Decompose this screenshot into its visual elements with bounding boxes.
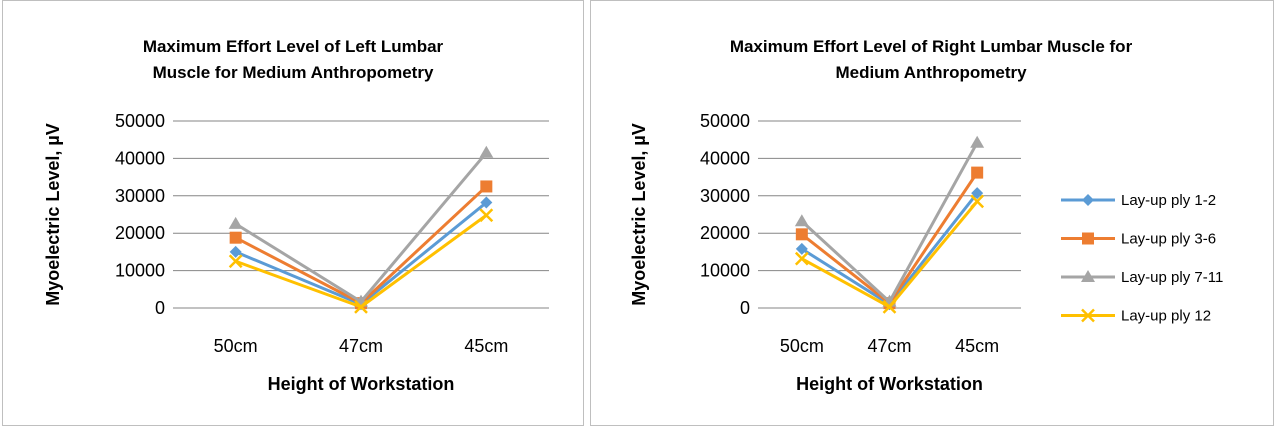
series-line bbox=[235, 201, 488, 306]
x-tick-label: 50cm bbox=[214, 336, 258, 356]
data-point bbox=[229, 231, 242, 244]
data-point bbox=[970, 135, 985, 148]
data-point bbox=[794, 214, 809, 227]
y-axis-label: Myoelectric Level, µV bbox=[629, 123, 649, 305]
data-point bbox=[882, 299, 897, 314]
right-lumbar-chart: Maximum Effort Level of Right Lumbar Mus… bbox=[629, 37, 1223, 394]
x-tick-label: 47cm bbox=[867, 336, 911, 356]
data-point bbox=[229, 245, 242, 258]
x-tick-label: 45cm bbox=[464, 336, 508, 356]
y-tick-label: 20000 bbox=[115, 223, 165, 243]
legend-label: Lay-up ply 3-6 bbox=[1121, 231, 1216, 248]
y-axis-label: Myoelectric Level, µV bbox=[43, 123, 63, 305]
data-point bbox=[354, 299, 368, 314]
y-tick-label: 30000 bbox=[115, 186, 165, 206]
y-tick-label: 50000 bbox=[115, 111, 165, 131]
series-line bbox=[800, 141, 979, 304]
chart-title-line: Maximum Effort Level of Left Lumbar bbox=[143, 37, 444, 56]
chart-panel-left: Maximum Effort Level of Left Lumbar Muscl… bbox=[2, 0, 584, 426]
data-point bbox=[795, 228, 808, 241]
data-point bbox=[479, 208, 494, 223]
data-point bbox=[794, 251, 809, 266]
data-point bbox=[228, 216, 243, 229]
data-point bbox=[795, 242, 808, 255]
data-point bbox=[971, 166, 984, 179]
x-tick-label: 50cm bbox=[780, 336, 824, 356]
legend-label: Lay-up ply 7-11 bbox=[1121, 269, 1223, 286]
x-tick-label: 47cm bbox=[339, 336, 383, 356]
data-point bbox=[970, 194, 985, 209]
data-point bbox=[228, 254, 243, 269]
x-tick-label: 45cm bbox=[955, 336, 999, 356]
y-tick-label: 50000 bbox=[700, 111, 750, 131]
left-lumbar-chart: Maximum Effort Level of Left Lumbar Muscl… bbox=[43, 37, 549, 394]
y-tick-label: 10000 bbox=[700, 261, 750, 281]
y-tick-label: 30000 bbox=[700, 186, 750, 206]
data-point bbox=[480, 180, 493, 193]
chart-panel-right: Maximum Effort Level of Right Lumbar Mus… bbox=[590, 0, 1274, 426]
y-tick-label: 40000 bbox=[700, 148, 750, 168]
data-point bbox=[479, 145, 494, 158]
y-tick-label: 0 bbox=[155, 298, 165, 318]
chart-title-line: Muscle for Medium Anthropometry bbox=[153, 63, 434, 82]
data-point bbox=[971, 187, 984, 200]
legend-marker bbox=[1082, 232, 1094, 245]
x-axis-label: Height of Workstation bbox=[796, 374, 983, 394]
series-line bbox=[234, 151, 488, 304]
y-tick-label: 10000 bbox=[115, 261, 165, 281]
x-axis-label: Height of Workstation bbox=[268, 374, 455, 394]
chart-title-line: Maximum Effort Level of Right Lumbar Mus… bbox=[730, 37, 1133, 56]
chart-title-line: Medium Anthropometry bbox=[835, 63, 1027, 82]
data-point bbox=[480, 196, 493, 209]
y-tick-label: 20000 bbox=[700, 223, 750, 243]
legend-marker bbox=[1082, 194, 1094, 206]
legend-label: Lay-up ply 12 bbox=[1121, 308, 1211, 325]
series-line bbox=[234, 185, 488, 305]
series-line bbox=[235, 214, 488, 309]
legend-label: Lay-up ply 1-2 bbox=[1121, 192, 1216, 209]
y-tick-label: 40000 bbox=[115, 148, 165, 168]
legend-marker bbox=[1081, 270, 1095, 282]
y-tick-label: 0 bbox=[740, 298, 750, 318]
legend-marker bbox=[1081, 308, 1095, 323]
